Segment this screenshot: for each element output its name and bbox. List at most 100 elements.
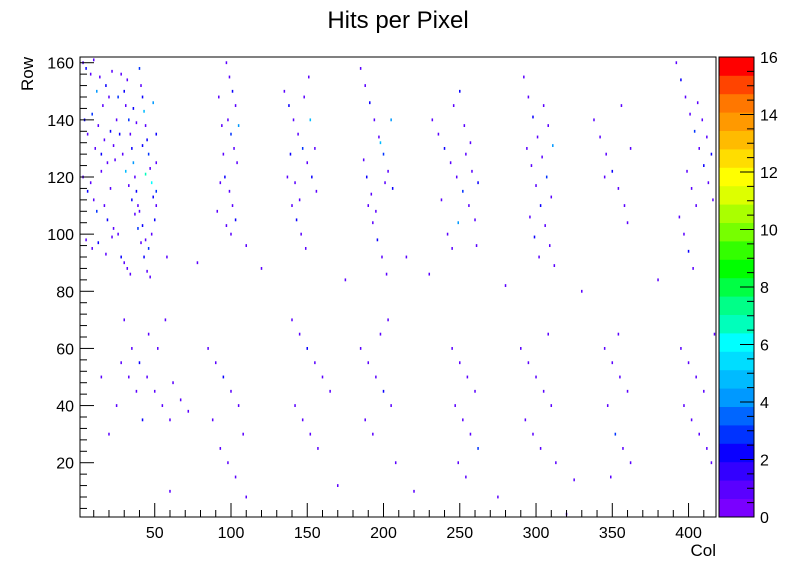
heatmap-bin: [157, 347, 159, 350]
heatmap-bin: [431, 118, 434, 122]
heatmap-bin: [690, 187, 693, 190]
heatmap-bin: [364, 84, 366, 87]
heatmap-bin: [100, 169, 103, 173]
heatmap-bin: [367, 361, 370, 365]
heatmap-bin: [141, 224, 144, 227]
heatmap-bin: [372, 221, 374, 225]
heatmap-bin: [141, 144, 144, 147]
heatmap-bin: [147, 152, 150, 156]
heatmap-bin: [306, 347, 309, 350]
heatmap-bin: [123, 261, 125, 265]
heatmap-bin: [144, 124, 147, 127]
heatmap-bin: [141, 418, 144, 422]
heatmap-bin: [369, 101, 371, 105]
heatmap-bin: [703, 164, 705, 167]
color-scale-band: [719, 277, 754, 297]
heatmap-bin: [294, 181, 296, 185]
heatmap-bin: [459, 361, 461, 365]
heatmap-bin: [314, 361, 316, 365]
heatmap-bin: [524, 418, 527, 422]
color-scale-band: [719, 461, 754, 481]
color-scale-label: 8: [760, 280, 769, 297]
heatmap-bin: [134, 212, 136, 216]
heatmap-bin: [440, 198, 443, 202]
heatmap-bin: [92, 58, 95, 62]
heatmap-bin: [120, 255, 122, 259]
heatmap-bin: [216, 209, 219, 213]
heatmap-bin: [365, 175, 368, 179]
heatmap-bin: [462, 418, 464, 422]
heatmap-bin: [132, 107, 135, 110]
heatmap-bin: [443, 147, 446, 150]
heatmap-bin: [169, 489, 171, 493]
heatmap-bin: [683, 232, 685, 236]
heatmap-bin: [289, 152, 292, 156]
heatmap-bin: [231, 204, 234, 207]
heatmap-bin: [297, 132, 299, 136]
heatmap-bin: [533, 235, 536, 239]
color-scale: 0 2 4 6 8 10 12 14 16: [718, 50, 778, 527]
heatmap-bin: [457, 461, 459, 465]
heatmap-bin: [227, 118, 229, 122]
heatmap-bin: [573, 478, 575, 482]
heatmap-bin: [155, 161, 158, 165]
color-scale-label: 0: [760, 510, 769, 527]
heatmap-bin: [687, 249, 690, 253]
y-tick-label: 120: [47, 170, 74, 187]
x-tick-label: 350: [599, 525, 626, 542]
y-axis: 20 40 60 80 100 120 140 160: [47, 56, 94, 509]
heatmap-bin: [153, 389, 156, 393]
color-scale-label: 10: [760, 223, 778, 240]
heatmap-bin: [298, 198, 301, 202]
heatmap-bin: [123, 89, 125, 93]
color-scale-band: [719, 93, 754, 113]
heatmap-bin: [449, 161, 452, 165]
heatmap-bin: [469, 432, 472, 436]
heatmap-bin: [611, 169, 614, 173]
heatmap-bin: [550, 404, 553, 407]
heatmap-bin: [169, 418, 171, 422]
heatmap-bin: [362, 158, 365, 162]
color-scale-band: [719, 369, 754, 389]
heatmap-bin: [131, 198, 133, 202]
heatmap-bin: [85, 238, 87, 242]
heatmap-bin: [106, 218, 109, 222]
heatmap-bin: [538, 255, 540, 259]
heatmap-bin: [687, 361, 690, 365]
heatmap-bin: [153, 218, 156, 222]
heatmap-bin: [291, 204, 293, 207]
color-scale-label: 6: [760, 338, 769, 355]
heatmap-bin: [544, 224, 546, 227]
heatmap-bin: [603, 347, 606, 350]
heatmap-bin: [137, 227, 139, 230]
heatmap-bin: [381, 255, 383, 259]
heatmap-bin: [375, 209, 377, 213]
heatmap-bin: [474, 218, 476, 222]
heatmap-bin: [605, 152, 607, 156]
heatmap-bin: [526, 147, 528, 150]
color-scale-band: [719, 314, 754, 334]
heatmap-bin: [678, 215, 681, 219]
heatmap-bin: [91, 247, 93, 250]
color-scale-band: [719, 259, 754, 279]
x-tick-label: 150: [294, 525, 321, 542]
heatmap-bin: [372, 432, 374, 436]
heatmap-bin: [131, 147, 133, 150]
heatmap-bin: [97, 124, 100, 127]
heatmap-bin: [132, 161, 135, 165]
heatmap-bin: [124, 104, 127, 107]
color-scale-band: [719, 388, 754, 407]
heatmap-bin: [230, 232, 232, 236]
heatmap-bin: [146, 375, 148, 379]
heatmap-bin: [459, 89, 461, 93]
heatmap-bin: [527, 95, 530, 99]
heatmap-bin: [373, 118, 376, 122]
heatmap-bin: [695, 204, 697, 207]
heatmap-bin: [294, 404, 296, 407]
heatmap-bin: [536, 135, 539, 139]
heatmap-bin: [124, 169, 127, 173]
heatmap-bin: [550, 195, 553, 199]
color-scale-band: [719, 130, 754, 150]
heatmap-bin: [465, 152, 467, 156]
heatmap-bin: [542, 104, 545, 107]
